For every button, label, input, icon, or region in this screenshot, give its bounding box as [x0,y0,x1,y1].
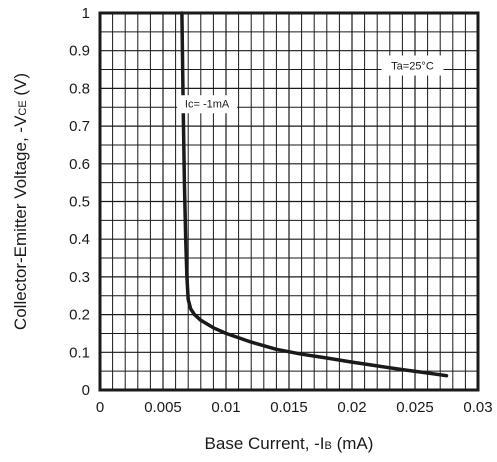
annotations: Ic= -1mA Ta=25°C [177,55,444,114]
x-tick-label: 0.03 [463,399,492,416]
x-tick-label: 0.02 [337,399,366,416]
y-tick-label: 0.8 [69,80,90,97]
plot-frame [98,11,480,392]
x-tick-label: 0.005 [144,399,182,416]
y-tick-label: 0.7 [69,118,90,135]
grid [100,13,478,390]
y-tick-label: 0.4 [69,231,90,248]
x-axis-label: Base Current, -IB (mA) [205,434,374,453]
x-tick-label: 0.01 [211,399,240,416]
x-tick-label: 0.015 [270,399,308,416]
series-line [180,11,449,378]
x-tick-label: 0 [96,399,104,416]
curve-layer [180,11,449,378]
y-axis-label-prefix: Collector-Emitter Voltage, -V [11,115,30,330]
y-tick-label: 0.9 [69,43,90,60]
y-tick-label: 0.6 [69,156,90,173]
x-tick-labels: 0 0.005 0.01 0.015 0.02 0.025 0.03 [96,399,493,416]
y-tick-label: 0 [82,382,90,399]
annotation-label: Ta=25°C [391,61,434,73]
x-axis-label-prefix: Base Current, -I [205,434,325,453]
y-tick-label: 0.1 [69,344,90,361]
y-axis-label-sub: CE [17,100,29,115]
x-tick-label: 0.025 [396,399,434,416]
y-axis-label: Collector-Emitter Voltage, -VCE (V) [11,73,30,330]
annotation-box [381,55,444,76]
y-tick-label: 1 [82,5,90,22]
annotation-label: Ic= -1mA [185,98,230,110]
y-axis-label-suffix: (V) [11,73,30,100]
x-axis-label-sub: B [325,440,332,452]
y-tick-labels: 0 0.1 0.2 0.3 0.4 0.5 0.6 0.7 0.8 0.9 1 [69,5,90,399]
y-tick-label: 0.5 [69,194,90,211]
x-axis-label-suffix: (mA) [332,434,374,453]
y-tick-label: 0.2 [69,307,90,324]
y-tick-label: 0.3 [69,269,90,286]
annotation-box [177,95,238,114]
